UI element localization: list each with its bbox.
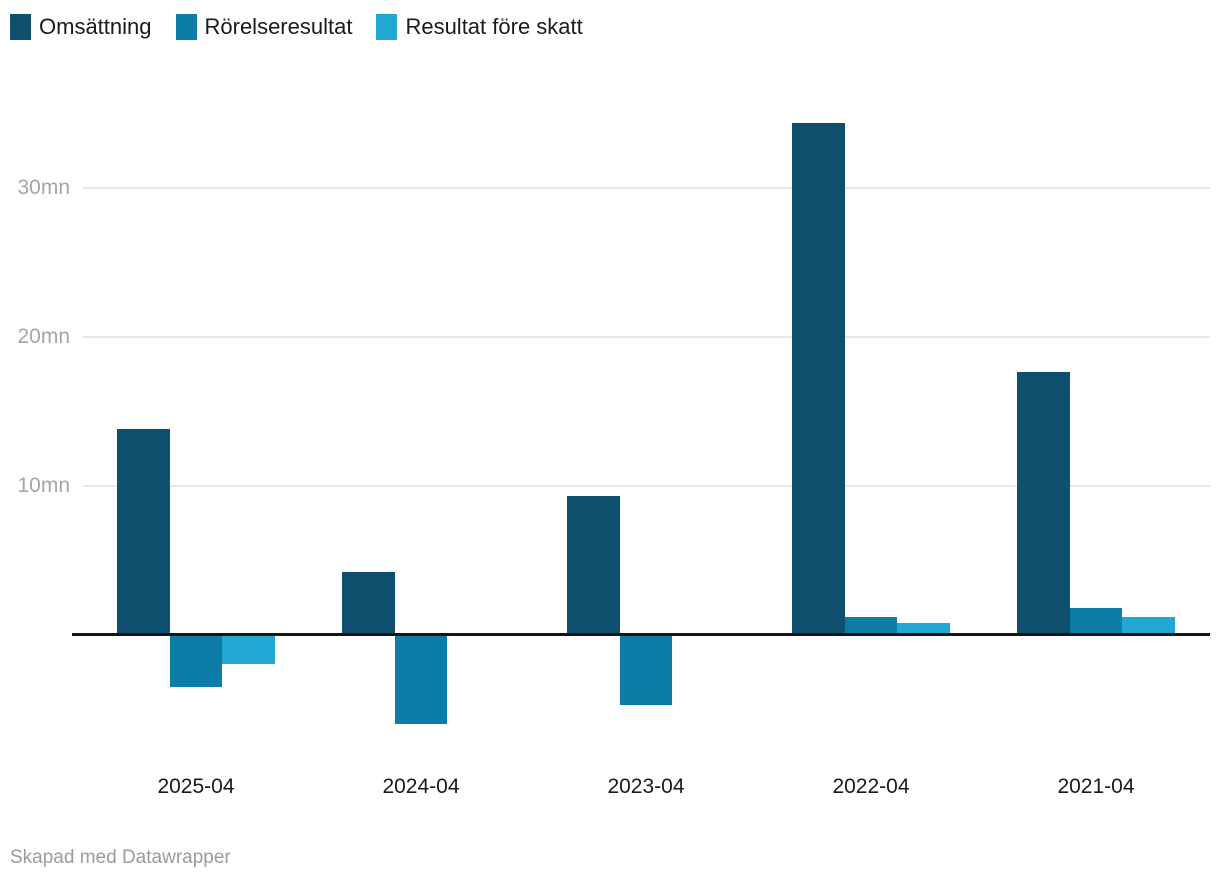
gridline-10mn — [83, 484, 1210, 487]
legend-label-rorelseresultat: Rörelseresultat — [204, 14, 353, 39]
bar-rorelseresultat-2024-04[interactable] — [394, 636, 448, 724]
x-axis-zero-line — [72, 633, 1210, 636]
legend-swatch-rorelseresultat — [175, 14, 197, 40]
bar-rorelseresultat-2025-04[interactable] — [169, 636, 223, 687]
legend-item-resultat-fore-skatt: Resultat före skatt — [376, 14, 583, 40]
legend-item-omsattning: Omsättning — [10, 14, 152, 40]
bar-rorelseresultat-2022-04[interactable] — [844, 616, 898, 636]
bar-resultat-fore-skatt-2022-04[interactable] — [897, 622, 951, 636]
datawrapper-attribution-link[interactable]: Skapad med Datawrapper — [10, 847, 231, 868]
bar-omsattning-2025-04[interactable] — [117, 428, 170, 636]
x-axis-label-2024-04: 2024-04 — [382, 775, 460, 798]
legend-swatch-resultat-fore-skatt — [376, 14, 398, 40]
y-axis-tick-20mn: 20mn — [17, 324, 70, 348]
gridline-30mn — [83, 186, 1210, 189]
y-axis-tick-10mn: 10mn — [17, 473, 70, 497]
legend-item-rorelseresultat: Rörelseresultat — [175, 14, 353, 40]
bar-resultat-fore-skatt-2021-04[interactable] — [1122, 616, 1176, 636]
bar-rorelseresultat-2023-04[interactable] — [619, 636, 673, 705]
legend: Omsättning Rörelseresultat Resultat före… — [10, 14, 583, 40]
bar-omsattning-2024-04[interactable] — [342, 571, 395, 636]
bar-omsattning-2021-04[interactable] — [1017, 372, 1070, 636]
bar-omsattning-2022-04[interactable] — [792, 123, 845, 636]
legend-swatch-omsattning — [10, 14, 31, 40]
x-axis-label-2022-04: 2022-04 — [832, 775, 910, 798]
bar-resultat-fore-skatt-2025-04[interactable] — [222, 636, 276, 665]
legend-label-omsattning: Omsättning — [39, 14, 152, 39]
x-axis-label-2025-04: 2025-04 — [157, 775, 235, 798]
bar-omsattning-2023-04[interactable] — [567, 495, 620, 636]
legend-label-resultat-fore-skatt: Resultat före skatt — [405, 14, 583, 39]
x-axis-label-2023-04: 2023-04 — [607, 775, 685, 798]
gridline-20mn — [83, 335, 1210, 338]
x-axis-label-2021-04: 2021-04 — [1057, 775, 1135, 798]
bar-rorelseresultat-2021-04[interactable] — [1069, 607, 1123, 636]
y-axis-tick-30mn: 30mn — [17, 175, 70, 199]
